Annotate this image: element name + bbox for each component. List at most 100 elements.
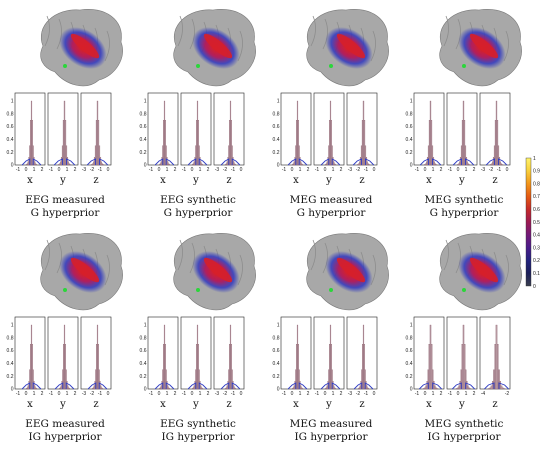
histogram-bar — [465, 157, 468, 166]
y-tick-label: 0.6 — [7, 124, 14, 130]
histogram-bar — [491, 381, 494, 390]
x-tick-label: -3 — [82, 391, 87, 397]
histogram-bar — [333, 161, 335, 166]
axis-label: y — [192, 175, 199, 186]
prior-outline — [419, 158, 442, 166]
histogram-bar — [423, 388, 425, 390]
brain-surface — [173, 233, 256, 311]
x-tick-label: 0 — [457, 167, 460, 173]
source-marker — [63, 288, 67, 292]
histogram-bar — [429, 324, 432, 390]
histogram-z: -3 -2 -1 0 z — [80, 316, 112, 410]
colorbar-tick-label: 0.9 — [533, 169, 540, 175]
caption-line-1: MEG measured — [290, 194, 373, 206]
prior-outline — [154, 158, 175, 166]
caption-line-1: MEG synthetic — [425, 418, 504, 430]
y-tick-label: 0.8 — [7, 111, 14, 117]
histogram-bar — [234, 164, 237, 166]
x-tick-label: -1 — [364, 391, 369, 397]
brain-surface — [439, 233, 522, 311]
histogram-bar — [366, 385, 368, 390]
x-tick-label: -1 — [497, 167, 502, 173]
y-tick-label: 0.8 — [7, 335, 14, 341]
histogram-bar — [197, 344, 199, 390]
x-tick-label: -2 — [489, 167, 494, 173]
x-tick-label: -1 — [415, 391, 420, 397]
histogram-bar — [459, 381, 461, 390]
x-tick-label: 2 — [340, 167, 343, 173]
histogram-bar — [200, 385, 202, 390]
histogram-bar — [368, 164, 370, 166]
axis-label: z — [226, 399, 231, 410]
y-tick-label: 0 — [144, 387, 147, 393]
x-tick-label: 2 — [440, 391, 443, 397]
x-tick-label: -1 — [282, 167, 287, 173]
y-tick-label: 0.2 — [140, 150, 147, 156]
brain-surface — [306, 233, 389, 311]
histogram-bar — [495, 324, 498, 390]
colorbar-tick-label: 0.5 — [533, 220, 540, 226]
axis-label: z — [492, 399, 497, 410]
axis-label: x — [293, 399, 299, 410]
x-tick-label: 1 — [66, 391, 69, 397]
histogram-bar — [31, 344, 33, 390]
caption-line-2: IG hyperprior — [295, 431, 369, 443]
prior-outline — [187, 158, 208, 166]
caption-line-1: EEG synthetic — [160, 418, 236, 430]
histogram-bar — [334, 164, 337, 166]
histogram-x: 00.20.40.60.81-1 0 1 2x — [140, 316, 179, 410]
x-tick-label: 1 — [432, 167, 435, 173]
caption-line-2: G hyperprior — [430, 207, 500, 219]
histogram-bar — [468, 164, 470, 166]
histogram-bar — [463, 120, 466, 166]
x-tick-label: -1 — [364, 167, 369, 173]
histogram-bar — [69, 164, 71, 166]
histogram-bar — [31, 120, 33, 166]
y-tick-label: 0.8 — [140, 335, 147, 341]
axis-label: z — [492, 175, 497, 186]
histogram-bar — [64, 120, 67, 166]
histogram-bar — [34, 385, 36, 390]
prior-outline — [187, 382, 208, 390]
x-tick-label: -1 — [16, 167, 21, 173]
source-marker — [196, 288, 200, 292]
prior-outline — [53, 158, 76, 166]
colorbar-tick-label: 0.2 — [533, 258, 540, 264]
y-tick-label: 0.4 — [140, 361, 147, 367]
sulcus-line — [443, 239, 449, 271]
histogram-x: 00.20.40.60.81-1 0 1 2x — [7, 92, 46, 186]
histogram-bar — [365, 157, 368, 166]
histogram-bar — [297, 344, 299, 390]
prior-outline — [320, 382, 341, 390]
prior-outline — [21, 158, 42, 166]
x-tick-label: -1 — [149, 391, 154, 397]
histogram-bar — [234, 388, 237, 390]
brain-surface — [40, 9, 123, 87]
x-tick-label: -1 — [98, 167, 103, 173]
histogram-bar — [499, 381, 502, 390]
histogram-bar — [435, 164, 437, 166]
source-marker — [196, 64, 200, 68]
x-tick-label: -2 — [90, 167, 95, 173]
histogram-bar — [233, 385, 235, 390]
x-tick-label: -1 — [415, 167, 420, 173]
axis-label: y — [325, 175, 332, 186]
x-tick-label: -2 — [356, 391, 361, 397]
caption-line-1: EEG measured — [25, 418, 105, 430]
colorbar-tick-label: 0.8 — [533, 181, 540, 187]
x-tick-label: 2 — [41, 391, 44, 397]
histogram-bar — [97, 120, 100, 166]
axis-label: x — [160, 175, 166, 186]
histogram-bar — [330, 344, 332, 390]
histogram-bar — [64, 344, 66, 390]
histogram-bar — [300, 161, 302, 166]
y-tick-label: 0.4 — [7, 137, 14, 143]
histogram-bar — [363, 344, 365, 390]
x-tick-label: -3 — [348, 167, 353, 173]
histogram-bar — [97, 344, 99, 390]
brain-surface — [306, 9, 389, 87]
histogram-bar — [35, 164, 38, 166]
histogram-z: -3 -2 -1 0 z — [479, 92, 511, 186]
